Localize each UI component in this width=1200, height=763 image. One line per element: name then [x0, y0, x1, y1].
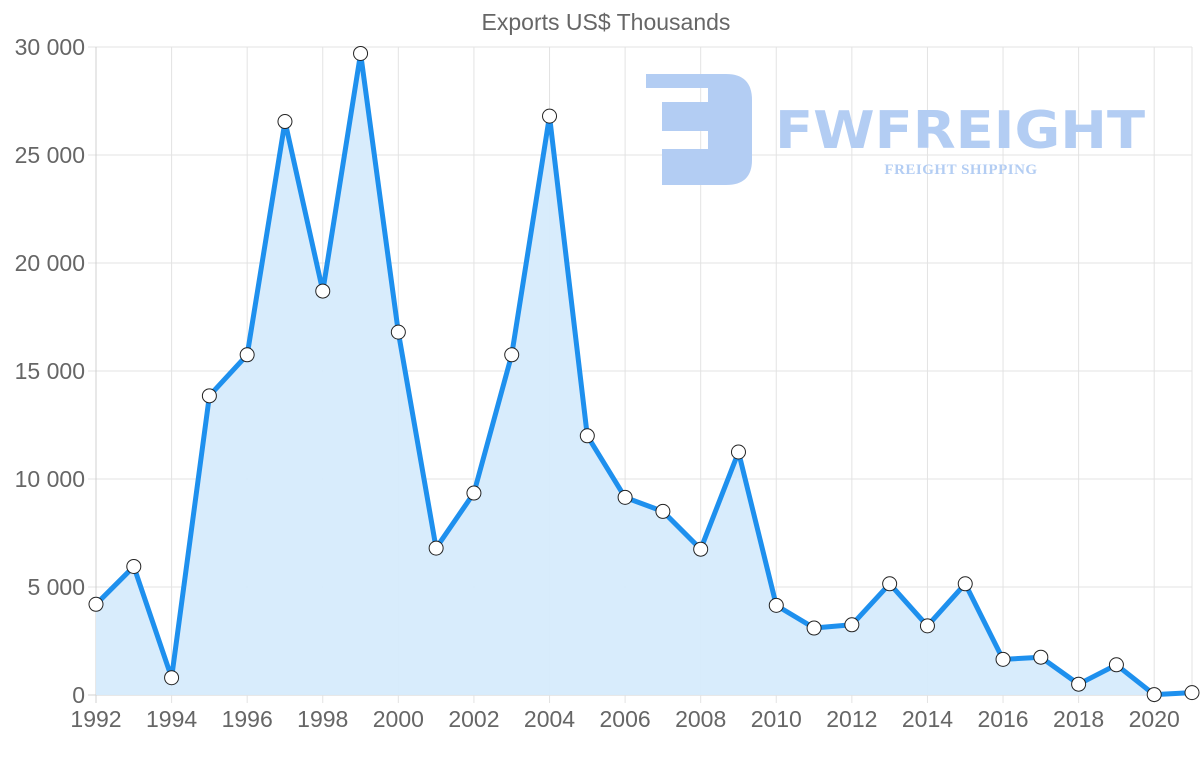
x-tick-label: 1994 [146, 706, 197, 732]
data-point-marker[interactable] [995, 651, 1011, 667]
data-point-marker[interactable] [542, 108, 558, 124]
x-tick-label: 2014 [902, 706, 953, 732]
data-point-marker[interactable] [844, 617, 860, 633]
x-tick-label: 2008 [675, 706, 726, 732]
data-point-marker[interactable] [957, 576, 973, 592]
data-point-marker[interactable] [239, 347, 255, 363]
data-point-marker[interactable] [919, 618, 935, 634]
x-tick-label: 2012 [826, 706, 877, 732]
axes: 0 5 000 10 000 15 000 20 000 25 000 30 000 1992… [15, 34, 1180, 732]
data-point-marker[interactable] [806, 620, 822, 636]
y-tick-label: 30 000 [15, 34, 85, 60]
watermark-tagline: FREIGHT SHIPPING [884, 162, 1037, 178]
data-series [88, 45, 1200, 703]
data-point-marker[interactable] [353, 45, 369, 61]
data-point-marker[interactable] [579, 428, 595, 444]
data-point-marker[interactable] [428, 540, 444, 556]
data-point-marker[interactable] [730, 444, 746, 460]
series-area-fill [96, 53, 1192, 695]
data-point-marker[interactable] [126, 558, 142, 574]
data-point-marker[interactable] [315, 283, 331, 299]
y-tick-label: 20 000 [15, 250, 85, 276]
y-tick-label: 25 000 [15, 142, 85, 168]
data-point-marker[interactable] [693, 541, 709, 557]
x-tick-label: 2006 [600, 706, 651, 732]
data-point-marker[interactable] [277, 114, 293, 130]
x-tick-label: 2002 [448, 706, 499, 732]
x-tick-label: 1996 [222, 706, 273, 732]
y-tick-label: 5 000 [27, 574, 85, 600]
fwfreight-watermark-logo: FWFREIGHT FREIGHT SHIPPING [646, 74, 1146, 185]
data-point-marker[interactable] [882, 576, 898, 592]
y-tick-label: 15 000 [15, 358, 85, 384]
data-point-marker[interactable] [390, 324, 406, 340]
fwfreight-logo-icon [646, 74, 752, 185]
y-tick-label: 10 000 [15, 466, 85, 492]
x-tick-label: 2016 [977, 706, 1028, 732]
data-point-marker[interactable] [88, 596, 104, 612]
data-point-marker[interactable] [504, 347, 520, 363]
data-point-marker[interactable] [655, 503, 671, 519]
data-point-marker[interactable] [1146, 687, 1162, 703]
x-tick-label: 1998 [297, 706, 348, 732]
x-tick-label: 2010 [751, 706, 802, 732]
data-point-marker[interactable] [768, 597, 784, 613]
data-point-marker[interactable] [466, 485, 482, 501]
data-point-marker[interactable] [164, 670, 180, 686]
data-point-marker[interactable] [1108, 657, 1124, 673]
x-tick-label: 2018 [1053, 706, 1104, 732]
watermark-brand: FWFREIGHT [775, 101, 1146, 161]
data-point-marker[interactable] [617, 489, 633, 505]
x-tick-label: 2004 [524, 706, 575, 732]
data-point-marker[interactable] [1071, 676, 1087, 692]
y-tick-label: 0 [72, 682, 85, 708]
data-point-marker[interactable] [1033, 649, 1049, 665]
data-point-marker[interactable] [1184, 685, 1200, 701]
x-tick-label: 2000 [373, 706, 424, 732]
chart-title: Exports US$ Thousands [482, 9, 731, 35]
data-point-marker[interactable] [201, 388, 217, 404]
x-tick-label: 1992 [70, 706, 121, 732]
x-tick-label: 2020 [1129, 706, 1180, 732]
